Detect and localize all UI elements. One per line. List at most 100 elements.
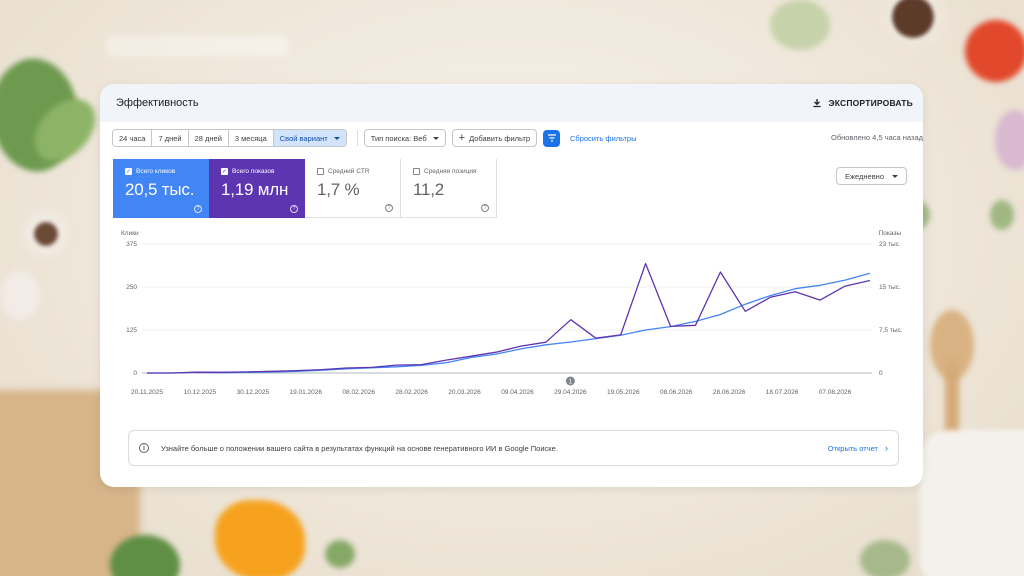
x-tick-label: 09.04.2026 — [501, 389, 534, 396]
metric-cards: ✓ Всего кликов 20,5 тыс. ? ✓ Всего показов… — [113, 159, 497, 218]
y-tick-left-label: 375 — [126, 241, 137, 248]
filter-icon — [547, 134, 556, 142]
info-banner: i Узнайте больше о положении вашего сайт… — [128, 430, 899, 466]
open-report-link[interactable]: Открыть отчет › — [828, 443, 888, 453]
y-tick-left-label: 0 — [133, 370, 137, 377]
date-range-label: 7 дней — [158, 133, 182, 143]
performance-card: Эффективность ЭКСПОРТИРОВАТЬ 24 часа 7 д… — [100, 84, 923, 487]
search-type-filter[interactable]: Тип поиска: Веб — [363, 129, 446, 147]
add-filter-label: Добавить фильтр — [469, 133, 530, 143]
x-tick-label: 19.01.2026 — [289, 389, 322, 396]
caret-down-icon — [892, 174, 898, 178]
y-tick-right-label: 15 тыс. — [879, 284, 901, 291]
x-tick-label: 08.02.2026 — [342, 389, 375, 396]
date-range-selector: 24 часа 7 дней 28 дней 3 месяца Свой вар… — [112, 129, 347, 147]
export-label: ЭКСПОРТИРОВАТЬ — [828, 98, 913, 108]
metric-average-ctr[interactable]: Средний CTR 1,7 % ? — [305, 159, 401, 218]
x-tick-label: 19.05.2026 — [607, 389, 640, 396]
date-range-custom[interactable]: Свой вариант — [273, 130, 346, 146]
card-header: Эффективность ЭКСПОРТИРОВАТЬ — [100, 84, 923, 122]
background-herb — [325, 540, 355, 568]
divider — [356, 130, 358, 146]
date-range-7d[interactable]: 7 дней — [152, 130, 189, 146]
background-pepper — [215, 500, 305, 576]
metric-total-clicks[interactable]: ✓ Всего кликов 20,5 тыс. ? — [113, 159, 209, 218]
add-filter-button[interactable]: + Добавить фильтр — [451, 129, 537, 147]
x-tick-label: 20.11.2025 — [131, 389, 163, 396]
info-banner-text: Узнайте больше о положении вашего сайта … — [161, 443, 558, 453]
chevron-right-icon: › — [885, 443, 888, 453]
reset-filters-link[interactable]: Сбросить фильтры — [570, 133, 637, 143]
background-herb — [770, 0, 830, 50]
checkbox-empty-icon[interactable] — [413, 168, 420, 175]
y-tick-left-label: 250 — [126, 284, 137, 291]
metric-label: Всего показов — [232, 168, 275, 175]
y-axis-left-label: Клики — [121, 230, 139, 237]
y-tick-right-label: 0 — [879, 370, 883, 377]
background-tomato — [965, 20, 1024, 82]
metric-label: Всего кликов — [136, 168, 176, 175]
x-tick-label: 30.12.2025 — [237, 389, 270, 396]
series-line-impressions — [147, 262, 871, 374]
metric-total-impressions[interactable]: ✓ Всего показов 1,19 млн ? — [209, 159, 305, 218]
caret-down-icon — [432, 136, 439, 140]
page-title: Эффективность — [116, 97, 199, 109]
date-range-label: 24 часа — [119, 133, 146, 143]
metric-value: 1,19 млн — [221, 180, 289, 199]
metric-value: 20,5 тыс. — [125, 180, 195, 199]
filter-toggle-button[interactable] — [543, 129, 560, 147]
x-tick-label: 10.12.2025 — [184, 389, 217, 396]
annotation-marker — [565, 376, 575, 386]
background-herb — [990, 200, 1014, 230]
x-tick-label: 28.02.2026 — [395, 389, 428, 396]
export-button[interactable]: ЭКСПОРТИРОВАТЬ — [812, 98, 913, 108]
series-line-clicks — [147, 272, 871, 374]
y-tick-right-label: 23 тыс. — [879, 241, 901, 248]
date-range-label: 28 дней — [194, 133, 222, 143]
x-tick-label: 20.03.2026 — [448, 389, 481, 396]
search-type-label: Тип поиска: Веб — [370, 133, 427, 143]
help-icon[interactable]: ? — [194, 205, 202, 213]
x-tick-label: 28.06.2026 — [713, 389, 746, 396]
x-tick-label: 29.04.2026 — [554, 389, 587, 396]
background-cucumber — [110, 535, 180, 576]
date-range-label: Свой вариант — [279, 133, 328, 143]
date-range-24h[interactable]: 24 часа — [113, 130, 153, 146]
background-search-bar — [105, 35, 290, 57]
metric-label: Средний CTR — [328, 168, 370, 175]
help-icon[interactable]: ? — [481, 204, 489, 212]
y-tick-right-label: 7,5 тыс. — [879, 327, 903, 334]
annotation-marker-label: 1 — [569, 380, 573, 386]
y-tick-left-label: 125 — [126, 327, 137, 334]
metric-value: 11,2 — [413, 180, 445, 199]
plus-icon: + — [458, 131, 466, 144]
date-range-label: 3 месяца — [234, 133, 267, 143]
checkbox-empty-icon[interactable] — [317, 168, 324, 175]
background-onion — [995, 110, 1024, 170]
background-spice — [892, 0, 934, 38]
x-tick-label: 07.08.2026 — [819, 389, 852, 396]
metric-average-position[interactable]: Средняя позиция 11,2 ? — [401, 159, 497, 218]
granularity-label: Ежедневно — [844, 171, 884, 181]
filter-bar: 24 часа 7 дней 28 дней 3 месяца Свой вар… — [112, 129, 923, 147]
x-tick-label: 08.06.2026 — [660, 389, 693, 396]
background-garlic — [0, 270, 40, 320]
metric-value: 1,7 % — [317, 180, 360, 199]
caret-down-icon — [333, 136, 340, 140]
y-axis-right-label: Показы — [879, 230, 902, 237]
date-range-28d[interactable]: 28 дней — [188, 130, 229, 146]
date-range-3m[interactable]: 3 месяца — [228, 130, 274, 146]
help-icon[interactable]: ? — [290, 205, 298, 213]
checkbox-checked-icon[interactable]: ✓ — [221, 168, 228, 175]
help-icon[interactable]: ? — [385, 204, 393, 212]
background-spice — [34, 222, 58, 246]
background-herb — [860, 540, 910, 576]
download-icon — [813, 99, 821, 108]
granularity-dropdown[interactable]: Ежедневно — [836, 167, 907, 185]
info-icon: i — [139, 443, 149, 453]
checkbox-checked-icon[interactable]: ✓ — [125, 168, 132, 175]
background-pot — [920, 430, 1024, 576]
x-tick-label: 18.07.2026 — [766, 389, 799, 396]
updated-status: Обновлено 4,5 часа назад — [830, 133, 923, 142]
open-report-label: Открыть отчет — [827, 443, 878, 453]
